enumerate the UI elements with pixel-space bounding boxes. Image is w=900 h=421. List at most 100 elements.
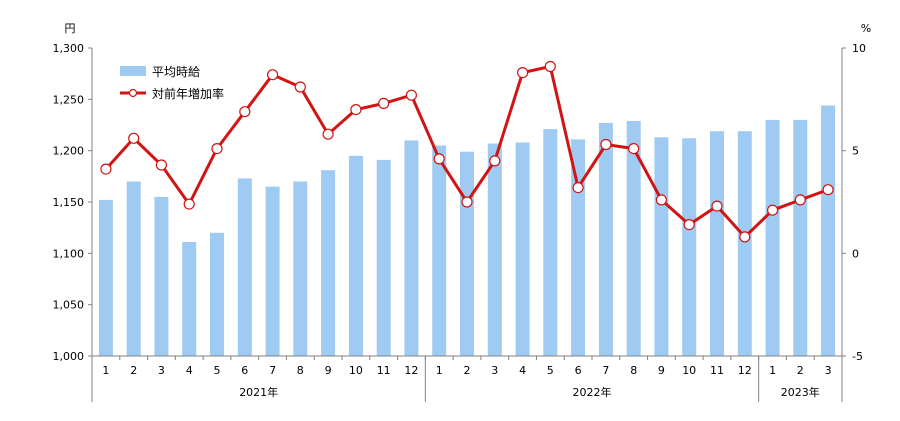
x-tick-label: 1	[436, 364, 443, 377]
line-point	[600, 138, 612, 151]
line-point	[739, 231, 751, 243]
x-tick-label: 12	[738, 364, 752, 377]
bar	[654, 137, 669, 356]
bar	[737, 131, 752, 356]
legend-bar-swatch	[120, 66, 146, 76]
line-point	[433, 153, 445, 165]
line-point	[155, 159, 167, 171]
legend-bar-label: 平均時給	[152, 65, 200, 79]
bar	[237, 178, 252, 356]
line-point	[128, 132, 140, 144]
bar	[821, 105, 836, 356]
right-axis-unit: %	[861, 22, 871, 35]
left-tick-label: 1,250	[53, 93, 85, 106]
bar	[293, 181, 308, 356]
line-point	[294, 81, 306, 93]
line-point	[516, 66, 529, 79]
x-tick-label: 11	[377, 364, 391, 377]
line-point	[711, 200, 723, 212]
x-tick-label: 6	[241, 364, 248, 377]
line-point	[211, 143, 223, 155]
bar	[515, 142, 530, 356]
x-tick-label: 1	[769, 364, 776, 377]
legend-line-marker	[128, 88, 138, 98]
left-tick-label: 1,150	[53, 196, 85, 209]
line-point	[183, 198, 195, 210]
bar	[460, 151, 474, 356]
year-label: 2022年	[573, 385, 612, 399]
bar	[626, 120, 641, 357]
bar	[182, 242, 197, 356]
x-tick-label: 2	[797, 364, 804, 377]
x-tick-label: 10	[682, 364, 696, 377]
line-point	[378, 97, 390, 110]
bar	[598, 122, 613, 357]
bar	[432, 145, 447, 356]
bar-series	[98, 105, 836, 357]
x-tick-label: 2	[130, 364, 137, 377]
bar	[487, 143, 502, 356]
right-tick-label: 0	[852, 247, 859, 260]
plot-area	[91, 48, 843, 357]
x-tick-label: 5	[547, 364, 554, 377]
bar	[376, 159, 391, 356]
line-point	[350, 103, 362, 116]
line-point	[628, 143, 640, 155]
x-tick-label: 10	[349, 364, 363, 377]
bar	[404, 140, 419, 356]
x-tick-label: 4	[519, 364, 526, 377]
bar	[126, 181, 141, 356]
line-point	[239, 106, 251, 118]
bar	[571, 139, 586, 356]
bar	[348, 155, 363, 356]
line-point	[544, 60, 556, 73]
x-tick-label: 3	[158, 364, 165, 377]
right-axis-ticks: -5 0 5 10	[842, 42, 866, 363]
left-tick-label: 1,050	[53, 299, 85, 312]
bar	[793, 119, 808, 357]
bar	[710, 131, 724, 356]
x-tick-label: 4	[186, 364, 193, 377]
x-tick-label: 6	[575, 364, 582, 377]
legend: 平均時給 対前年増加率	[120, 65, 224, 101]
left-tick-label: 1,100	[53, 247, 85, 260]
x-tick-label: 12	[404, 364, 418, 377]
line-point	[766, 204, 779, 216]
line-point	[100, 163, 112, 175]
x-tick-label: 1	[102, 364, 109, 377]
bar	[98, 199, 113, 356]
line-point	[683, 219, 695, 231]
line-point	[822, 184, 834, 196]
x-tick-label: 11	[710, 364, 724, 377]
year-label: 2023年	[781, 385, 820, 399]
legend-line-label: 対前年増加率	[152, 86, 224, 101]
line-point	[405, 89, 417, 101]
left-axis-ticks: 1,000 1,050 1,100 1,150 1,200 1,250 1,300	[53, 42, 92, 363]
line-points	[100, 60, 834, 243]
bar	[321, 170, 336, 356]
bar	[154, 196, 169, 356]
line-point	[322, 128, 334, 140]
right-tick-label: 10	[852, 42, 866, 55]
line-point	[267, 69, 279, 81]
line-point	[489, 155, 501, 167]
x-axis-ticks: 1 2 3 4 5 6 7 8 9 10 11 12 1 2 3 4 5 6 7 8 9 10 11 12 1 2 3	[91, 356, 843, 377]
x-tick-label: 3	[825, 364, 832, 377]
x-tick-label: 7	[269, 364, 276, 377]
left-tick-label: 1,300	[53, 42, 85, 55]
x-tick-label: 8	[297, 364, 304, 377]
line-point	[655, 194, 668, 206]
line-point	[461, 196, 473, 208]
left-tick-label: 1,200	[53, 145, 85, 158]
bar	[210, 232, 224, 356]
left-axis-unit: 円	[65, 22, 76, 35]
bar	[765, 119, 780, 357]
year-label: 2021年	[239, 385, 278, 399]
right-tick-label: -5	[852, 350, 863, 363]
bar	[682, 138, 697, 356]
x-tick-label: 9	[658, 364, 665, 377]
line-point	[572, 182, 584, 194]
year-labels: 2021年 2022年 2023年	[91, 356, 843, 402]
x-tick-label: 8	[630, 364, 637, 377]
